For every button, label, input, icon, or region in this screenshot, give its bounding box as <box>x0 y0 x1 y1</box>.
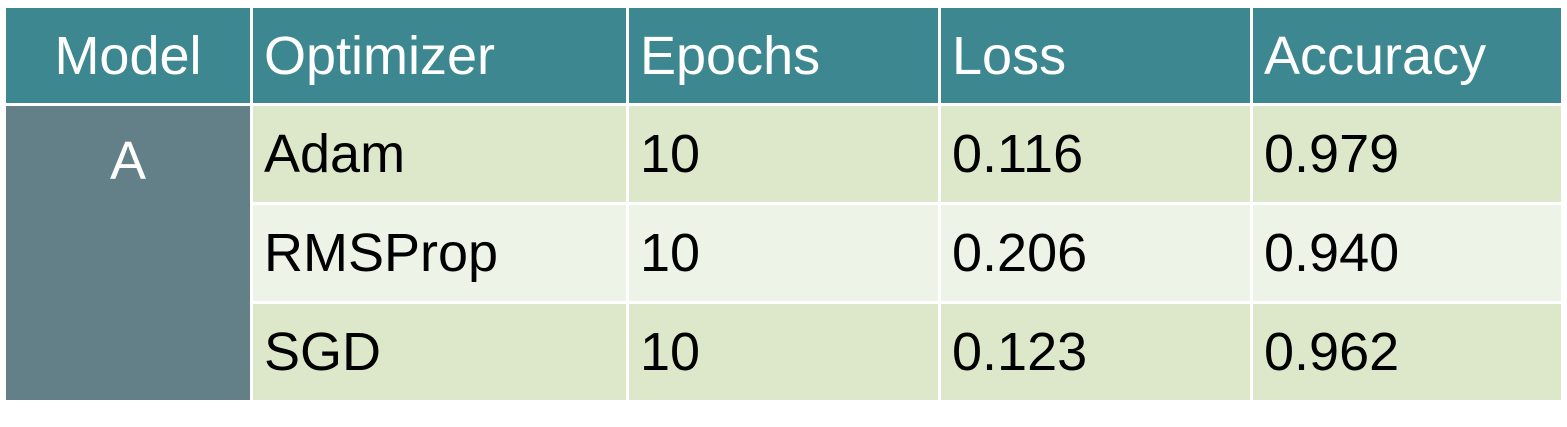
epochs-cell: 10 <box>626 202 941 304</box>
accuracy-cell: 0.962 <box>1250 301 1564 403</box>
header-loss: Loss <box>938 5 1253 106</box>
table-row: A Adam 10 0.116 0.979 <box>3 103 1564 403</box>
table-row: RMSProp 10 0.206 0.940 <box>5 202 1564 304</box>
loss-cell: 0.123 <box>938 301 1253 403</box>
table-row: SGD 10 0.123 0.962 <box>5 301 1564 403</box>
loss-cell: 0.206 <box>938 202 1253 304</box>
header-accuracy: Accuracy <box>1250 5 1564 106</box>
epochs-cell: 10 <box>626 301 941 403</box>
accuracy-cell: 0.979 <box>1250 103 1564 205</box>
header-epochs: Epochs <box>626 5 941 106</box>
table-body: A Adam 10 0.116 0.979 RMSProp 10 0.206 0… <box>3 103 1564 403</box>
header-optimizer: Optimizer <box>250 5 629 106</box>
loss-cell: 0.116 <box>938 103 1253 205</box>
optimizer-cell: SGD <box>250 301 629 403</box>
optimizer-cell: Adam <box>250 103 629 205</box>
accuracy-cell: 0.940 <box>1250 202 1564 304</box>
epochs-cell: 10 <box>626 103 941 205</box>
header-row: Model Optimizer Epochs Loss Accuracy <box>3 5 1564 106</box>
model-cell: A <box>3 103 253 403</box>
table-header: Model Optimizer Epochs Loss Accuracy <box>3 5 1564 106</box>
results-table: Model Optimizer Epochs Loss Accuracy A A… <box>3 5 1564 403</box>
header-model: Model <box>3 5 253 106</box>
optimizer-cell: RMSProp <box>250 202 629 304</box>
